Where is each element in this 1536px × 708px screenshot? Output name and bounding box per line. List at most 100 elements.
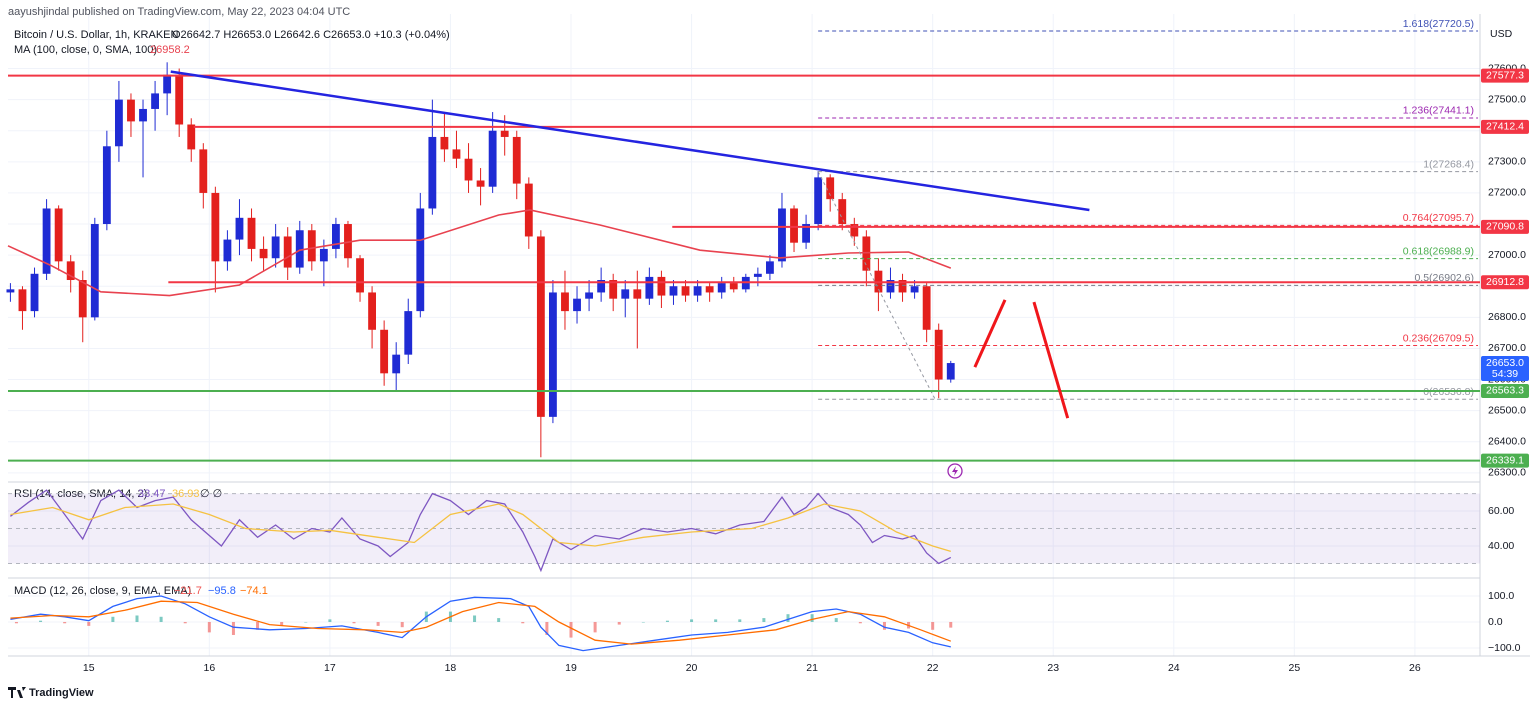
candle-body (814, 177, 823, 225)
alert-bolt (952, 466, 958, 476)
y-tick-label: 0.0 (1488, 616, 1503, 628)
tradingview-logo (8, 687, 26, 698)
macd-histogram-bar (352, 621, 356, 624)
candle-body (753, 273, 762, 277)
candle-body (380, 329, 389, 374)
moving-average (7, 209, 952, 297)
macd-histogram-bar (738, 619, 742, 622)
level-price-label: 27577.3 (1486, 69, 1524, 81)
current-price-box (1481, 356, 1529, 382)
candle-body (175, 74, 184, 125)
candle-body (139, 108, 147, 122)
x-tick-label: 24 (1168, 662, 1180, 674)
trend-line (170, 70, 1090, 212)
candle-body (669, 286, 678, 296)
candle-body (151, 93, 159, 109)
candle-body (344, 224, 352, 259)
macd-histogram-bar (690, 619, 694, 622)
candle-body (307, 230, 316, 262)
level-price-label: 26339.1 (1486, 454, 1524, 466)
candle-body (621, 289, 630, 299)
macd-histogram-bar (497, 618, 501, 622)
x-tick-label: 18 (445, 662, 457, 674)
candle-body (464, 158, 473, 181)
macd-line (10, 595, 951, 652)
macd-histogram-bar (400, 621, 404, 628)
candle-body (705, 286, 714, 293)
fib-level-label: 0.618(26988.9) (1403, 245, 1474, 257)
level-price-box (1481, 219, 1529, 234)
ma-legend: MA (100, close, 0, SMA, 100) (14, 44, 157, 56)
y-tick-label: 26700.0 (1488, 342, 1526, 354)
macd-histogram-bar (231, 621, 235, 635)
macd-histogram-bar (858, 621, 862, 624)
macd-histogram-bar (834, 618, 838, 622)
level-price-label: 26563.3 (1486, 385, 1524, 397)
candle-body (331, 224, 340, 249)
candle-body (862, 236, 871, 271)
candle-body (199, 149, 208, 193)
x-tick-label: 25 (1288, 662, 1300, 674)
candle-body (223, 239, 232, 262)
macd-histogram-bar (111, 616, 115, 622)
candle-body (259, 248, 268, 259)
published-by: aayushjindal published on TradingView.co… (8, 6, 350, 18)
candle-body (78, 280, 87, 318)
candle-body (416, 208, 425, 312)
candle-body (114, 99, 123, 147)
level-price-box (1481, 68, 1529, 83)
candle-body (790, 208, 798, 243)
macd-histogram-bar (786, 614, 790, 622)
candle-body (946, 363, 955, 380)
candle-body (452, 149, 461, 159)
y-tick-label: 26800.0 (1488, 311, 1526, 323)
candle-body (826, 177, 835, 200)
candle-body (922, 286, 931, 330)
currency-label: USD (1490, 28, 1513, 40)
candle-body (187, 124, 196, 150)
macd-histogram-bar (473, 615, 477, 622)
candle-body (536, 236, 545, 417)
drawn-arrow-line (973, 299, 1007, 368)
candle-body (561, 292, 569, 312)
candle-body (729, 283, 738, 290)
x-tick-label: 17 (324, 662, 336, 674)
level-price-label: 27412.4 (1486, 121, 1524, 133)
rsi-value: 36.93 (172, 488, 200, 500)
candle-body (850, 224, 859, 237)
candle-body (211, 192, 220, 262)
x-tick-label: 21 (806, 662, 818, 674)
macd-histogram-bar (545, 621, 549, 635)
x-tick-label: 15 (83, 662, 95, 674)
candle-body (633, 289, 642, 299)
ma-value: 26958.2 (150, 44, 190, 56)
candle-body (356, 258, 364, 293)
candle-body (573, 298, 581, 312)
rsi-value: 33.47 (138, 488, 166, 500)
level-price-box (1481, 119, 1529, 134)
current-price-label: 26653.0 (1486, 357, 1524, 369)
candle-body (54, 208, 63, 262)
candle-body (548, 292, 557, 417)
candle-body (585, 292, 594, 299)
macd-histogram-bar (183, 621, 187, 624)
candle-body (886, 280, 895, 293)
candle-body (319, 248, 328, 262)
y-tick-label: −100.0 (1488, 642, 1521, 654)
alert-circle (947, 463, 963, 479)
candle-body (392, 354, 401, 374)
candle-body (163, 74, 172, 94)
candle-body (404, 311, 413, 355)
candle-body (934, 329, 943, 380)
candle-body (18, 289, 27, 312)
candle-body (717, 283, 726, 293)
y-tick-label: 27500.0 (1488, 93, 1526, 105)
macd-histogram-bar (617, 621, 621, 625)
macd-histogram-bar (256, 621, 260, 630)
candle-body (476, 180, 485, 187)
macd-histogram-bar (159, 616, 163, 622)
y-tick-label: 27200.0 (1488, 187, 1526, 199)
candle-body (500, 130, 509, 137)
